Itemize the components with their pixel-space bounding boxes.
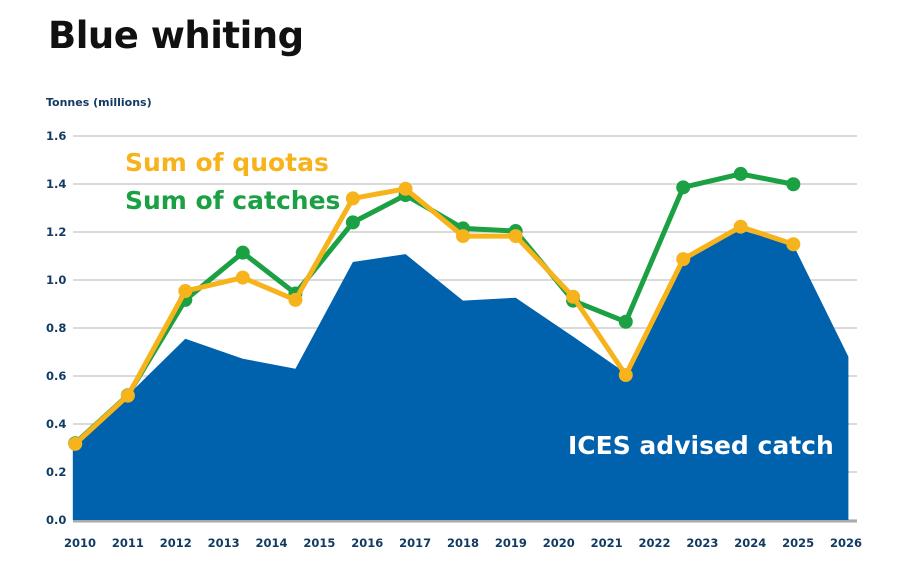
y-axis-label: Tonnes (millions) xyxy=(46,96,152,109)
x-tick-label: 2016 xyxy=(351,536,383,550)
point-quotas xyxy=(786,237,801,252)
y-tick-label: 0.8 xyxy=(46,321,66,335)
point-quotas xyxy=(456,229,470,244)
x-tick-label: 2018 xyxy=(447,536,479,550)
point-quotas xyxy=(345,191,360,206)
x-tick-label: 2011 xyxy=(112,536,144,550)
x-tick-label: 2020 xyxy=(543,536,575,550)
point-catches xyxy=(345,215,360,230)
x-tick-label: 2026 xyxy=(830,536,862,550)
point-quotas xyxy=(68,436,83,451)
x-tick-label: 2017 xyxy=(399,536,431,550)
x-tick-label: 2025 xyxy=(782,536,814,550)
y-tick-label: 0.4 xyxy=(46,417,66,431)
point-quotas xyxy=(676,252,691,267)
chart-title: Blue whiting xyxy=(48,14,304,57)
point-quotas xyxy=(733,219,748,234)
legend-catches: Sum of catches xyxy=(125,186,340,215)
point-catches xyxy=(676,180,691,195)
x-tick-label: 2015 xyxy=(303,536,335,550)
x-tick-label: 2024 xyxy=(734,536,766,550)
point-catches xyxy=(235,245,250,260)
x-tick-label: 2022 xyxy=(638,536,670,550)
y-tick-label: 1.2 xyxy=(46,225,66,239)
y-tick-label: 0.6 xyxy=(46,369,66,383)
x-tick-label: 2019 xyxy=(495,536,527,550)
point-catches xyxy=(618,314,633,329)
x-tick-label: 2010 xyxy=(64,536,96,550)
y-tick-label: 1.0 xyxy=(46,273,66,287)
line-quotas xyxy=(73,186,795,446)
y-tick-label: 0.0 xyxy=(46,513,66,527)
point-quotas xyxy=(178,284,193,299)
x-tick-label: 2014 xyxy=(255,536,287,550)
point-quotas xyxy=(288,292,303,307)
y-tick-label: 0.2 xyxy=(46,465,66,479)
legend-quotas: Sum of quotas xyxy=(125,148,329,177)
y-tick-label: 1.4 xyxy=(46,177,66,191)
x-tick-label: 2023 xyxy=(686,536,718,550)
legend-advice: ICES advised catch xyxy=(568,431,834,460)
point-catches xyxy=(733,166,748,181)
point-quotas xyxy=(120,388,135,403)
point-quotas xyxy=(235,270,250,285)
x-tick-label: 2021 xyxy=(591,536,623,550)
y-tick-label: 1.6 xyxy=(46,129,66,143)
point-quotas xyxy=(566,289,581,304)
point-quotas xyxy=(508,229,523,244)
area-ices-advised-catch xyxy=(72,230,849,520)
point-quotas xyxy=(618,368,633,383)
point-quotas xyxy=(398,181,413,196)
point-catches xyxy=(786,177,801,192)
x-tick-label: 2013 xyxy=(208,536,240,550)
x-tick-label: 2012 xyxy=(160,536,192,550)
